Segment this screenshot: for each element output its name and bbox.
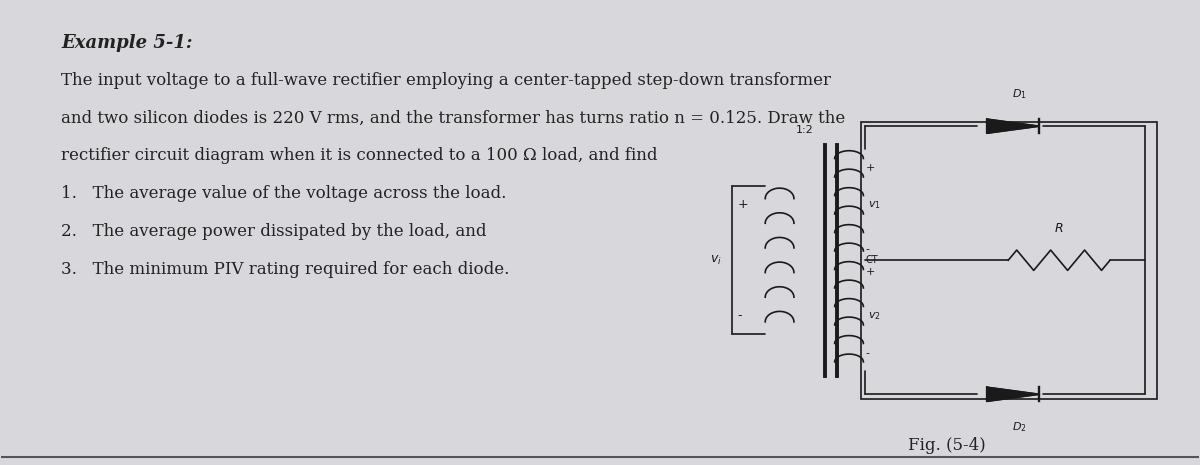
Polygon shape [986,119,1039,133]
Text: -: - [865,348,870,358]
Text: $v_1$: $v_1$ [868,199,881,211]
Text: 1.   The average value of the voltage across the load.: 1. The average value of the voltage acro… [61,186,506,202]
Text: and two silicon diodes is 220 V rms, and the transformer has turns ratio n = 0.1: and two silicon diodes is 220 V rms, and… [61,110,846,126]
Text: 2.   The average power dissipated by the load, and: 2. The average power dissipated by the l… [61,223,487,240]
Text: Example 5-1:: Example 5-1: [61,34,193,52]
Polygon shape [986,387,1039,401]
Text: $v_2$: $v_2$ [868,310,881,322]
Text: R: R [1055,222,1063,235]
Bar [860,121,1157,399]
Text: $v_i$: $v_i$ [710,254,722,267]
Text: $D_2$: $D_2$ [1012,420,1026,433]
Text: The input voltage to a full-wave rectifier employing a center-tapped step-down t: The input voltage to a full-wave rectifi… [61,72,832,89]
Text: CT: CT [865,255,878,265]
Text: 1:2: 1:2 [796,126,814,135]
Text: +: + [738,198,749,211]
Text: +: + [865,267,875,277]
Text: $D_1$: $D_1$ [1012,87,1026,101]
Text: rectifier circuit diagram when it is connected to a 100 Ω load, and find: rectifier circuit diagram when it is con… [61,147,658,165]
Text: Fig. (5-4): Fig. (5-4) [908,438,986,454]
Text: 3.   The minimum PIV rating required for each diode.: 3. The minimum PIV rating required for e… [61,261,510,278]
Text: -: - [865,244,870,254]
Text: +: + [865,163,875,173]
Text: -: - [738,309,742,322]
